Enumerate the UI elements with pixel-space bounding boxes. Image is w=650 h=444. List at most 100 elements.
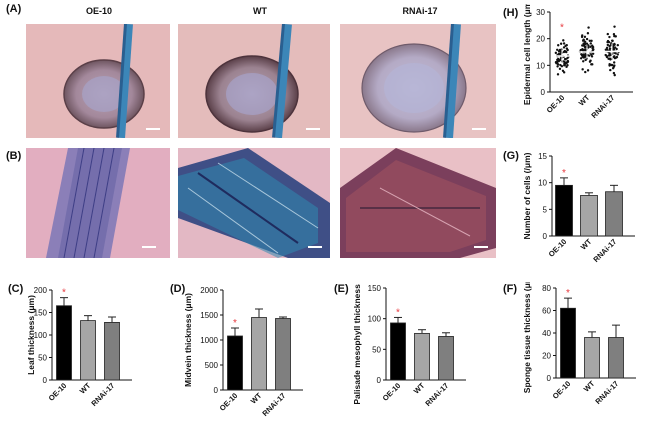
x-tick-label: OE-10 xyxy=(381,381,403,403)
column-title-wt: WT xyxy=(253,6,267,16)
data-point xyxy=(556,65,559,68)
y-tick-label: 0 xyxy=(43,376,48,385)
panel-label-d: (D) xyxy=(170,283,186,295)
data-point xyxy=(582,39,585,42)
y-tick-label: 50 xyxy=(372,345,381,354)
y-tick-label: 150 xyxy=(368,284,382,293)
x-tick-label: WT xyxy=(577,93,592,108)
data-point xyxy=(590,55,594,58)
data-point xyxy=(565,47,569,50)
data-point xyxy=(584,53,587,56)
x-tick-label: RNAi-17 xyxy=(423,381,450,408)
data-point xyxy=(557,44,560,47)
significance-star: * xyxy=(562,168,566,179)
chart-number-of-cells: 0 5 10 15 Number of cells (/μm) * OE-10 WTRNAi-… xyxy=(522,152,635,264)
data-point xyxy=(584,70,587,74)
data-point xyxy=(614,56,617,60)
significance-star: * xyxy=(396,307,400,318)
data-point xyxy=(612,65,616,68)
y-axis-title: Leaf thickness (μm) xyxy=(26,295,36,375)
bar-oe-10 xyxy=(56,305,72,381)
y-tick-label: 15 xyxy=(538,152,547,161)
x-tick-label: OE-10 xyxy=(218,391,240,413)
data-point xyxy=(582,60,585,63)
micrograph-leaf-blade-oe10 xyxy=(26,148,170,258)
y-tick-label: 5 xyxy=(543,205,548,214)
y-axis-title: Palisade mesophyll thickness (μm) xyxy=(352,282,362,405)
data-point xyxy=(588,39,591,42)
data-point xyxy=(613,42,616,46)
data-point xyxy=(554,51,558,55)
data-point xyxy=(586,32,590,35)
y-tick-label: 100 xyxy=(368,315,382,324)
y-tick-label: 0 xyxy=(547,374,552,383)
data-point xyxy=(612,71,616,75)
column-title-oe10: OE-10 xyxy=(85,6,112,16)
x-tick-label: WT xyxy=(249,391,264,406)
bar-oe-10 xyxy=(227,335,243,391)
bar-oe-10 xyxy=(555,184,573,237)
bar-wt xyxy=(414,332,430,381)
y-tick-label: 100 xyxy=(34,331,48,340)
bar-wt xyxy=(251,317,267,391)
x-tick-label: RNAi-17 xyxy=(260,391,287,418)
data-point xyxy=(591,63,594,66)
data-point xyxy=(587,46,590,49)
y-tick-label: 10 xyxy=(538,179,547,188)
data-point xyxy=(582,42,585,45)
data-point xyxy=(606,32,609,36)
bar-wt xyxy=(80,320,96,381)
data-point xyxy=(616,53,619,56)
data-point xyxy=(615,47,618,51)
data-point xyxy=(583,40,587,44)
data-point xyxy=(588,60,592,63)
data-point xyxy=(587,26,590,29)
data-point xyxy=(589,42,592,45)
significance-star: * xyxy=(566,288,570,299)
data-point xyxy=(610,63,613,67)
data-point xyxy=(563,49,566,53)
bar-rnai-17 xyxy=(608,337,624,379)
y-tick-label: 1500 xyxy=(200,311,218,320)
bar-rnai-17 xyxy=(104,322,120,381)
data-point xyxy=(558,48,562,52)
significance-star: * xyxy=(560,22,564,33)
data-point xyxy=(610,39,614,42)
micrograph-cross-section-oe10 xyxy=(26,24,170,138)
micrograph-cross-section-wt xyxy=(178,24,330,138)
chart-midvein-thickness: 0 500 1000 1500 2000 Midvein thickness (μm) * O… xyxy=(183,286,303,418)
x-tick-label: RNAi-17 xyxy=(89,381,116,408)
data-point xyxy=(585,37,589,41)
data-point xyxy=(613,34,616,38)
y-axis-title: Number of cells (/μm) xyxy=(522,152,532,239)
data-point xyxy=(591,49,595,52)
panel-label-f: (F) xyxy=(503,283,518,295)
x-tick-label: OE-10 xyxy=(547,237,569,259)
significance-star: * xyxy=(233,318,237,329)
data-point xyxy=(583,35,587,39)
data-point xyxy=(565,43,568,47)
y-tick-label: 80 xyxy=(542,284,551,293)
panel-label-c: (C) xyxy=(8,283,24,295)
x-tick-label: WT xyxy=(579,237,594,252)
data-point xyxy=(583,48,587,51)
y-tick-label: 50 xyxy=(38,354,47,363)
y-tick-label: 0 xyxy=(541,88,546,97)
data-point xyxy=(613,25,616,28)
y-tick-label: 1000 xyxy=(200,336,218,345)
data-point xyxy=(566,64,569,67)
data-point xyxy=(609,58,612,61)
data-point xyxy=(606,43,610,47)
y-tick-label: 500 xyxy=(205,361,219,370)
data-point xyxy=(557,57,560,61)
y-axis-title: Sponge tissue thickness (μm) xyxy=(522,282,532,393)
data-point xyxy=(589,45,592,48)
chart-sponge-thickness: 0 20 40 60 80 Sponge tissue thickness (μm) * OE… xyxy=(522,282,636,406)
data-point xyxy=(590,53,593,56)
bar-wt xyxy=(584,337,600,379)
y-tick-label: 40 xyxy=(542,329,551,338)
y-tick-label: 30 xyxy=(536,8,545,17)
data-point xyxy=(583,45,587,49)
panel-label-a: (A) xyxy=(6,3,22,15)
